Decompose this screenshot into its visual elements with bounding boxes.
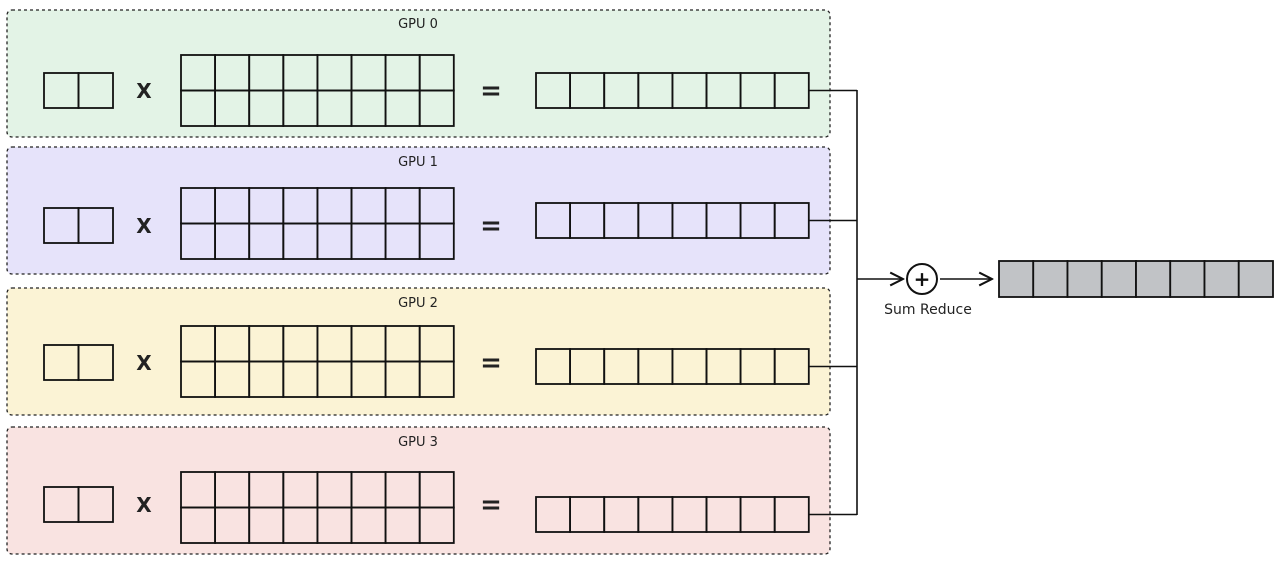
cell — [1100, 260, 1137, 298]
gpu-panel-background — [6, 426, 831, 555]
gpu-panel-2: GPU 2 X = — [6, 287, 857, 416]
partial-output-vector — [535, 202, 810, 239]
input-vector — [43, 72, 114, 109]
cell — [1066, 260, 1103, 298]
weight-matrix-shard — [180, 325, 455, 398]
cell — [773, 72, 810, 109]
gpu-label: GPU 3 — [398, 435, 438, 450]
gpu-panel-0: GPU 0 X = — [6, 9, 857, 138]
cell — [773, 202, 810, 239]
cell — [1032, 260, 1069, 298]
cell — [77, 344, 114, 381]
cell — [418, 89, 455, 127]
plus-icon: + — [914, 267, 931, 291]
cell — [77, 207, 114, 244]
equals-sign: = — [480, 348, 502, 378]
result-cells — [998, 260, 1274, 298]
cell — [418, 222, 455, 260]
multiply-sign: X — [136, 351, 152, 375]
cell — [1135, 260, 1172, 298]
cell — [1169, 260, 1206, 298]
gpu-panel-1: GPU 1 X = — [6, 146, 857, 275]
sum-reduce-label: Sum Reduce — [884, 302, 972, 318]
reduced-output-vector — [998, 260, 1274, 298]
equals-sign: = — [480, 76, 502, 106]
weight-matrix-shard — [180, 187, 455, 260]
cell — [418, 360, 455, 398]
cell — [773, 496, 810, 533]
multiply-sign: X — [136, 79, 152, 103]
multiply-sign: X — [136, 214, 152, 238]
gpu-label: GPU 0 — [398, 17, 438, 32]
cell — [1203, 260, 1240, 298]
weight-matrix-shard — [180, 471, 455, 544]
cell — [418, 506, 455, 544]
input-vector — [43, 344, 114, 381]
partial-output-vector — [535, 496, 810, 533]
equals-sign: = — [480, 490, 502, 520]
gpu-panel-background — [6, 9, 831, 138]
reduce-connectors: + Sum Reduce — [856, 90, 992, 515]
gpu-label: GPU 2 — [398, 296, 438, 311]
input-vector — [43, 207, 114, 244]
equals-sign: = — [480, 211, 502, 241]
partial-output-vector — [535, 72, 810, 109]
gpu-panel-3: GPU 3 X = — [6, 426, 857, 555]
gpu-panel-background — [6, 146, 831, 275]
cell — [77, 486, 114, 523]
weight-matrix-shard — [180, 54, 455, 127]
cell — [1237, 260, 1274, 298]
cell — [77, 72, 114, 109]
partial-output-vector — [535, 348, 810, 385]
input-vector — [43, 486, 114, 523]
multiply-sign: X — [136, 493, 152, 517]
cell — [998, 260, 1035, 298]
cell — [773, 348, 810, 385]
gpu-label: GPU 1 — [398, 155, 438, 170]
sum-reduce-node — [906, 263, 938, 295]
